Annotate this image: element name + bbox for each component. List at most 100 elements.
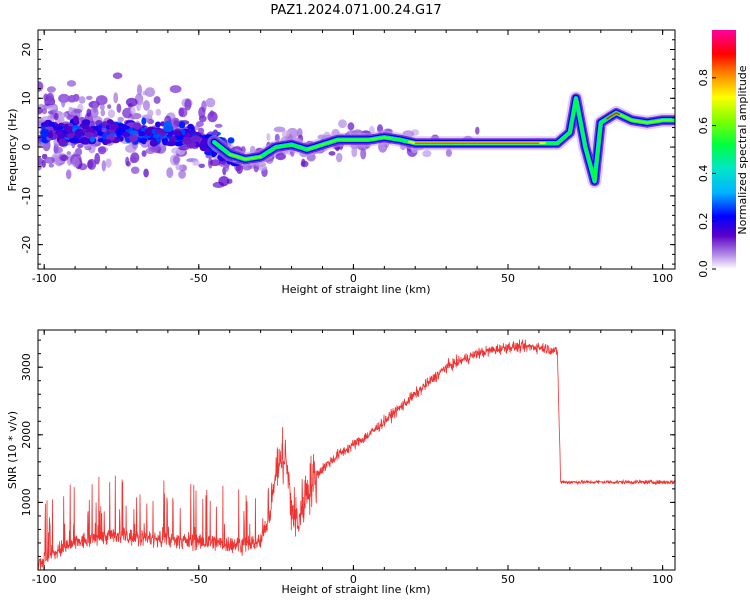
y-tick-label: 2000: [20, 421, 33, 449]
spectrogram-noise-blob: [44, 156, 56, 164]
spectrogram-signal-blob: [106, 134, 116, 142]
spectrogram-noise-blob: [97, 146, 107, 155]
spectrogram-noise-blob: [347, 122, 355, 131]
spectrogram-noise-blob: [130, 166, 140, 174]
spectrogram-noise-blob: [336, 152, 343, 163]
spectrogram-noise-blob: [175, 164, 183, 171]
spectrogram-noise-blob: [38, 159, 43, 171]
spectrogram-signal-blob: [97, 130, 104, 137]
spectrogram-signal-blob: [67, 126, 74, 135]
spectrogram-noise-blob: [173, 155, 180, 165]
x-tick-label: -100: [32, 573, 57, 586]
spectrogram-noise-blob: [214, 123, 223, 128]
spectrogram-signal-blob: [68, 137, 80, 144]
colorbar-tick-label: 0.6: [697, 117, 710, 135]
spectrogram-noise-blob: [117, 116, 124, 123]
spectrogram-noise-blob: [171, 147, 181, 154]
spectrogram-noise-blob: [184, 98, 192, 111]
spectrogram-noise-blob: [141, 150, 147, 157]
spectrogram-noise-blob: [338, 119, 347, 129]
snr-y-ticks: 1000 2000 3000: [20, 339, 675, 571]
spectrogram-signal-blob: [74, 128, 83, 137]
spectrogram-noise-blob: [178, 170, 187, 179]
colorbar-ticks: 0.0 0.2 0.4 0.6 0.8: [697, 69, 716, 278]
spectrogram-noise-blob: [78, 96, 86, 104]
spectrogram-noise-blob: [166, 167, 174, 179]
spectrogram-noise-blob: [101, 160, 107, 172]
spectrogram-noise-blob: [60, 112, 68, 118]
spectrogram-noise-blob: [125, 156, 130, 166]
spectrogram-ridge-peak: [606, 112, 621, 120]
spectrogram-noise-blob: [209, 159, 221, 167]
spectrogram-noise-blob: [92, 101, 98, 113]
spectrogram-noise-blob: [41, 108, 48, 115]
spectrogram-noise-blob: [301, 158, 306, 167]
spectrogram-noise-blob: [107, 109, 115, 118]
spectrogram-noise-blob: [209, 110, 215, 118]
spectrogram-ridge-peak: [228, 153, 262, 161]
spectrogram-signal-blob: [129, 134, 138, 142]
spectrogram-noise-blob: [138, 100, 144, 106]
spectrogram-noise-blob: [153, 96, 161, 104]
x-tick-label: 0: [350, 573, 357, 586]
spectrogram-signal-blob: [163, 125, 174, 133]
spectrogram-signal-blob: [84, 132, 95, 138]
snr-x-ticks: -100 -50 0 50 100: [32, 330, 673, 586]
spectrogram-noise-blob: [61, 96, 66, 108]
spectrogram-noise-blob: [178, 145, 189, 151]
spectrogram-noise-blob: [95, 95, 108, 106]
spectrogram-noise-blob: [73, 108, 83, 114]
colorbar-label: Normalized spectral amplitude: [736, 65, 749, 234]
spectrogram-signal-blob: [171, 136, 177, 142]
y-tick-label: 0: [20, 144, 33, 151]
spectrogram-noise-blob: [445, 148, 452, 157]
y-tick-label: -20: [20, 236, 33, 254]
spectrogram-signal-blob: [166, 141, 177, 147]
spectrogram-noise-blob: [86, 95, 93, 100]
colorbar-tick-label: 0.8: [697, 69, 710, 87]
spectrogram-signal-blob: [122, 132, 131, 138]
snr-panel: -100 -50 0 50 100 1000 2000 3000 Height of str…: [6, 329, 676, 596]
spectrogram-signal-blob: [187, 123, 194, 130]
spectrogram-noise-blob: [87, 158, 97, 170]
snr-x-label: Height of straight line (km): [281, 583, 430, 596]
spectrogram-noise-blob: [71, 157, 80, 168]
spectrogram-noise-blob: [286, 127, 299, 139]
spectrogram-signal-blob: [73, 115, 79, 125]
colorbar-tick-label: 0.0: [697, 260, 710, 278]
x-tick-label: -50: [190, 272, 208, 285]
spectrogram-signal-blob: [58, 138, 67, 147]
y-tick-label: 3000: [20, 353, 33, 381]
spectrogram-noise-blob: [53, 146, 63, 154]
colorbar-gradient: [712, 30, 736, 269]
spectrogram-signal-blob: [138, 131, 146, 137]
spectrogram-noise-blob: [218, 176, 230, 187]
spectrogram-noise-blob: [275, 152, 286, 161]
spectrogram-noise-blob: [46, 105, 57, 111]
spectrogram-signal-blob: [63, 123, 70, 132]
spectrogram-noise-blob: [155, 108, 162, 116]
spectrogram-noise-blob: [192, 159, 200, 166]
spectrogram-noise-blob: [86, 108, 92, 118]
y-tick-label: 20: [20, 43, 33, 57]
x-tick-label: 50: [501, 272, 515, 285]
spectrogram-noise-blob: [129, 156, 137, 164]
spectrogram-signal-blob: [199, 143, 208, 152]
y-tick-label: -10: [20, 187, 33, 205]
chart-title: PAZ1.2024.071.00.24.G17: [270, 3, 441, 18]
spectrogram-signal-blob: [40, 128, 50, 138]
x-tick-label: -50: [190, 573, 208, 586]
spectrogram-noise-blob: [360, 148, 367, 160]
spectrogram-signal-blob: [47, 120, 53, 126]
spectrogram-signal-blob: [152, 133, 162, 139]
snr-frame: [37, 329, 676, 571]
spectrogram-noise-blob: [38, 107, 43, 115]
spectrogram-frame: [37, 29, 676, 270]
x-tick-label: -100: [32, 272, 57, 285]
spectrogram-noise-blob: [38, 81, 44, 92]
spectrogram-signal-blob: [103, 139, 112, 144]
spectrogram-noise-blob: [273, 126, 286, 133]
colorbar-tick-label: 0.2: [697, 212, 710, 230]
